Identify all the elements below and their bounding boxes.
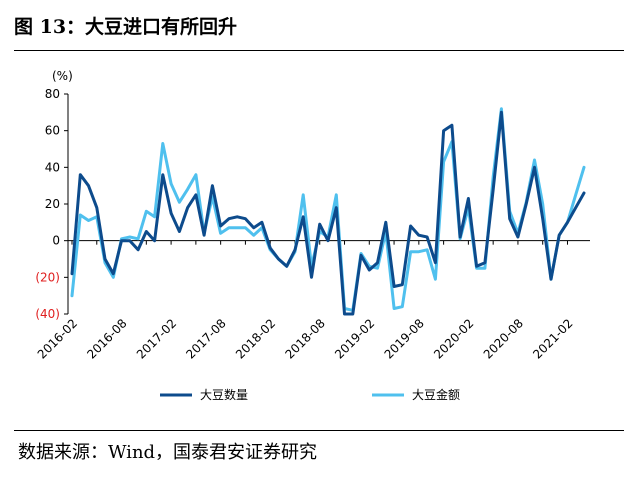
- legend: 大豆数量 大豆金额: [160, 387, 460, 402]
- x-tick-label: 2020-08: [481, 316, 526, 361]
- source-note: 数据来源：Wind，国泰君安证券研究: [18, 442, 318, 463]
- y-tick-label: (20): [35, 270, 60, 284]
- y-tick-label: 80: [45, 87, 60, 101]
- x-tick-label: 2020-02: [431, 316, 476, 361]
- series-line-amount: [70, 107, 586, 312]
- x-tick-label: 2019-02: [332, 316, 377, 361]
- y-tick-label: 0: [52, 234, 60, 248]
- x-tick-label: 2018-02: [233, 316, 278, 361]
- legend-label: 大豆金额: [412, 387, 460, 402]
- series-line-quantity: [70, 110, 586, 316]
- x-tick-label: 2017-02: [134, 316, 179, 361]
- x-tick-label: 2021-02: [530, 316, 575, 361]
- x-tick-label: 2019-08: [382, 316, 427, 361]
- chart-title: 图 13：大豆进口有所回升: [14, 16, 238, 38]
- bottom-rule: [14, 430, 624, 431]
- x-tick-label: 2017-08: [183, 316, 228, 361]
- x-tick-label: 2016-08: [84, 316, 129, 361]
- y-tick-label: 20: [45, 197, 60, 211]
- legend-label: 大豆数量: [200, 387, 248, 402]
- y-axis-unit: (%): [52, 69, 73, 83]
- x-tick-label: 2018-08: [283, 316, 328, 361]
- y-axis: 80 60 40 20 0 (20) (40) (%): [35, 69, 72, 321]
- y-tick-label: 60: [45, 124, 60, 138]
- y-tick-label: (40): [35, 307, 60, 321]
- y-tick-label: 40: [45, 160, 60, 174]
- top-rule: [14, 50, 624, 51]
- x-tick-label: 2016-02: [35, 316, 80, 361]
- series-layer: [70, 107, 586, 316]
